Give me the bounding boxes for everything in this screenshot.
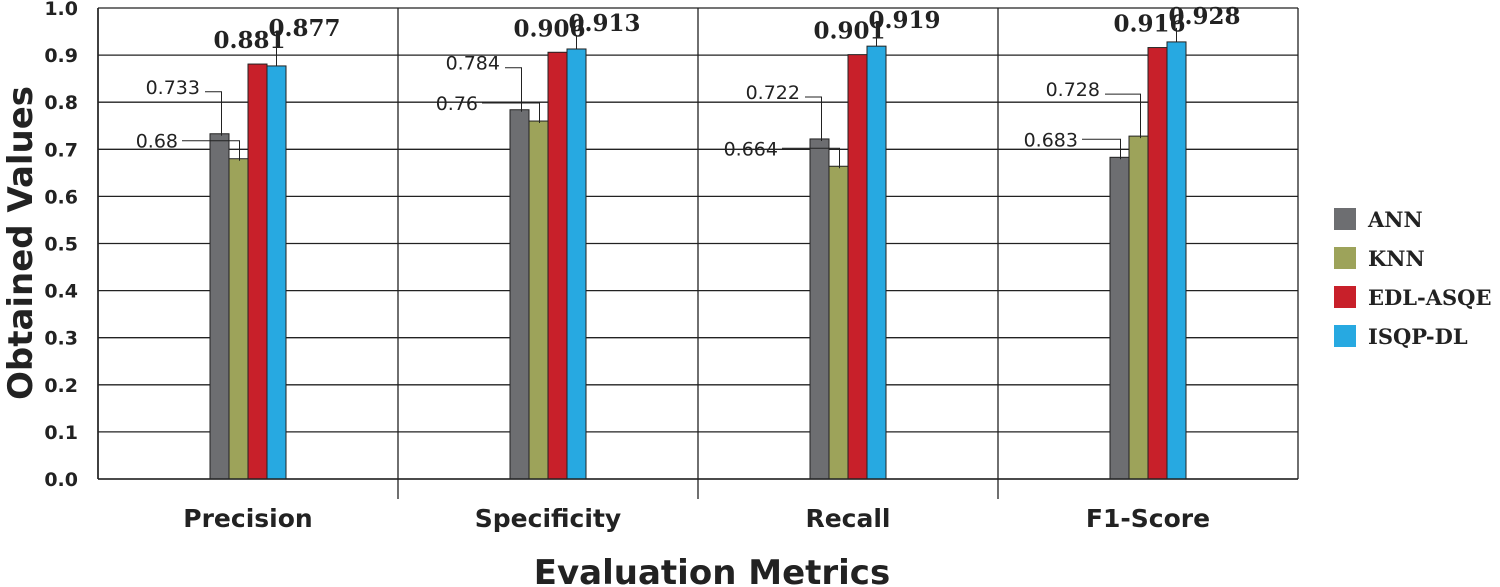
leader-line [1082, 138, 1121, 160]
x-tick-label: Recall [805, 504, 890, 533]
y-axis-label: Obtained Values [1, 86, 41, 400]
bar-edl-asqe-specificity [547, 51, 568, 480]
bar-ann-recall [809, 138, 830, 480]
x-tick-label: Precision [183, 504, 312, 533]
data-label: 0.76 [436, 93, 478, 115]
y-tick-label: 0.4 [44, 281, 78, 303]
legend: ANN KNN EDL-ASQE ISQP-DL [1334, 207, 1491, 349]
leader-line [782, 147, 840, 169]
bar-edl-asqe-recall [847, 54, 868, 480]
data-label: 0.722 [746, 82, 800, 104]
bar-knn-specificity [528, 120, 549, 480]
bar-edl-asqe-precision [247, 63, 268, 480]
leader-line [482, 102, 540, 124]
data-label: 0.901 [813, 18, 885, 45]
data-label: 0.877 [268, 15, 340, 42]
y-tick-label: 0.5 [44, 234, 78, 256]
data-label: 0.68 [136, 131, 178, 153]
leader-line [182, 140, 240, 161]
leader-line [805, 96, 822, 141]
y-tick-label: 0.8 [44, 92, 78, 114]
legend-label-ann: ANN [1367, 207, 1423, 232]
bar-knn-f1-score [1128, 135, 1149, 480]
data-label: 0.916 [1113, 11, 1185, 38]
data-label: 0.683 [1024, 129, 1078, 151]
data-label: 0.881 [213, 27, 285, 54]
bar-isqp-dl-precision [266, 65, 287, 480]
bar-knn-precision [228, 158, 249, 480]
x-axis-label: Evaluation Metrics [534, 553, 890, 587]
y-tick-label: 0.6 [44, 186, 78, 208]
data-label: 0.913 [568, 10, 640, 37]
y-tick-label: 1.0 [44, 0, 78, 20]
data-label: 0.928 [1168, 3, 1240, 30]
y-tick-label: 0.7 [44, 139, 78, 161]
leader-line [1105, 93, 1141, 139]
data-label: 0.906 [513, 15, 585, 42]
bar-isqp-dl-recall [866, 45, 887, 480]
leader-line [505, 67, 522, 112]
bar-knn-recall [828, 165, 849, 480]
data-label: 0.919 [868, 7, 940, 34]
bar-ann-f1-score [1109, 156, 1130, 480]
bar-edl-asqe-f1-score [1147, 47, 1168, 480]
y-tick-label: 0.2 [44, 375, 78, 397]
legend-swatch-edl-asqe [1334, 286, 1356, 308]
legend-swatch-knn [1334, 247, 1356, 269]
axes: 0.0 0.1 0.2 0.3 0.4 0.5 0.6 0.7 0.8 0.9 1.0 Precisi… [44, 0, 1298, 533]
data-label: 0.733 [146, 77, 200, 99]
x-tick-label: Specificity [475, 504, 621, 533]
legend-label-knn: KNN [1368, 246, 1425, 271]
y-tick-label: 0.9 [44, 45, 78, 67]
y-tick-label: 0.3 [44, 328, 78, 350]
y-tick-label: 0.1 [44, 422, 78, 444]
legend-swatch-ann [1334, 208, 1356, 230]
leader-line [205, 91, 222, 136]
data-label: 0.784 [446, 53, 500, 75]
data-label: 0.664 [724, 138, 778, 160]
x-tick-label: F1-Score [1086, 504, 1210, 533]
legend-label-isqp-dl: ISQP-DL [1368, 324, 1468, 349]
bars [209, 41, 1187, 480]
legend-label-edl-asqe: EDL-ASQE [1368, 285, 1491, 310]
bar-ann-specificity [509, 109, 530, 480]
y-tick-label: 0.0 [44, 469, 78, 491]
bar-isqp-dl-f1-score [1166, 41, 1187, 480]
bar-isqp-dl-specificity [566, 48, 587, 480]
data-label: 0.728 [1046, 79, 1100, 101]
legend-swatch-isqp-dl [1334, 325, 1356, 347]
bar-ann-precision [209, 133, 230, 480]
